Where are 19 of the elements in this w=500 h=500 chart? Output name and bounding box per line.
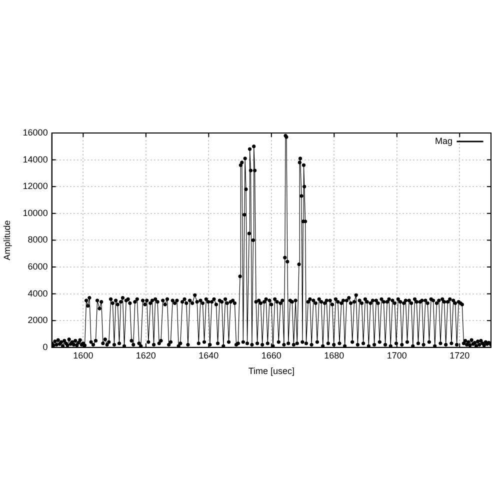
x-tick-label: 1720 (450, 350, 470, 360)
x-axis-title: Time [usec] (248, 366, 295, 376)
y-tick-label: 10000 (22, 208, 48, 218)
x-tick-label: 1620 (136, 350, 156, 360)
y-tick-label: 12000 (22, 181, 48, 192)
y-tick-label: 8000 (28, 234, 48, 245)
y-tick-label: 14000 (22, 154, 48, 164)
x-tick-label: 1680 (324, 350, 344, 360)
y-axis-title: Amplitude (2, 220, 12, 260)
y-tick-label: 16000 (22, 127, 48, 138)
x-tick-label: 1660 (261, 350, 282, 360)
x-tick-label: 1640 (198, 350, 219, 360)
y-tick-label: 0 (42, 342, 48, 352)
y-tick-label: 4000 (28, 288, 48, 298)
x-tick-label: 1700 (386, 350, 407, 360)
legend-label: Mag (434, 136, 452, 146)
y-tick-label: 6000 (28, 261, 48, 272)
y-tick-label: 2000 (28, 315, 48, 326)
x-tick-label: 1600 (73, 350, 94, 360)
